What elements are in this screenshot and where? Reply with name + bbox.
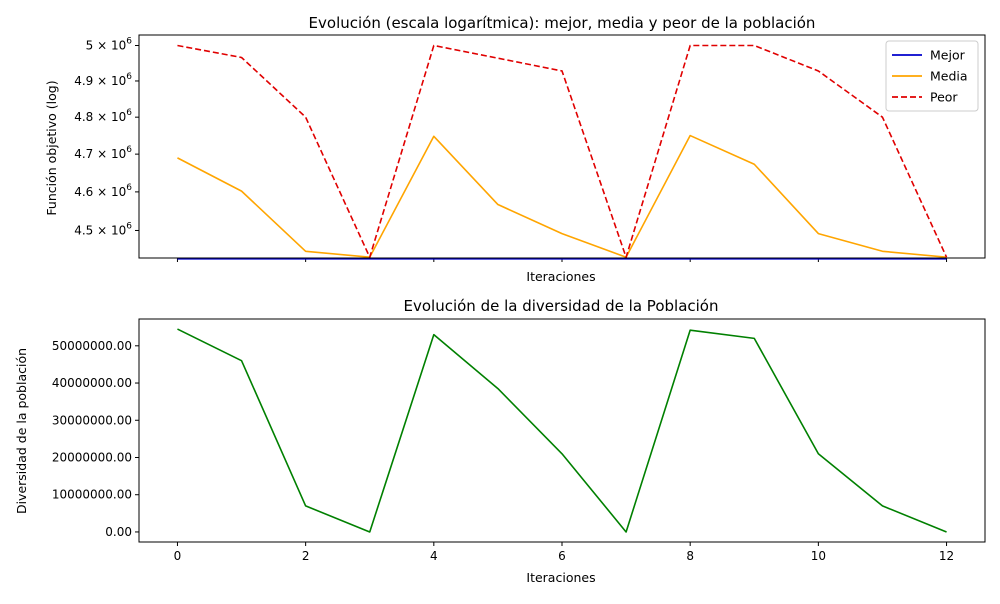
- bottom-ytick-label: 0.00: [105, 525, 132, 539]
- bottom-chart-xlabel: Iteraciones: [526, 570, 595, 585]
- bottom-chart-plot: 0 2 4 6 8 10 12 0.00 10000000.00 20000000.00 30000…: [52, 318, 986, 563]
- top-axes-frame: [138, 34, 986, 259]
- top-chart-ylabel: Función objetivo (log): [44, 80, 59, 215]
- legend-label-media: Media: [930, 69, 968, 84]
- bottom-ytick-label: 30000000.00: [52, 413, 132, 427]
- bottom-xtick-label: 12: [939, 549, 954, 563]
- bottom-ytick-label: 40000000.00: [52, 376, 132, 390]
- top-chart-title: Evolución (escala logarítmica): mejor, m…: [309, 14, 816, 32]
- top-ytick-label: 4.8 × 106: [74, 108, 132, 124]
- top-series-media-line: [177, 134, 947, 259]
- top-ytick-label: 4.5 × 106: [74, 221, 132, 237]
- top-series-peor-line: [177, 44, 948, 259]
- top-chart-plot: 4.5 × 106 4.6 × 106 4.7 × 106 4.8 × 106 4.9 …: [74, 34, 986, 262]
- legend: Mejor Media Peor: [885, 40, 979, 112]
- legend-box: [885, 40, 979, 112]
- top-ytick-label: 4.7 × 106: [74, 145, 132, 161]
- bottom-xtick-label: 4: [430, 549, 438, 563]
- bottom-chart-ylabel: Diversidad de la población: [14, 348, 29, 514]
- bottom-axes-frame: [138, 318, 986, 543]
- bottom-xtick-label: 8: [686, 549, 694, 563]
- legend-label-mejor: Mejor: [930, 48, 966, 63]
- bottom-ytick-label: 50000000.00: [52, 339, 132, 353]
- bottom-series-diversidad-line: [177, 328, 947, 533]
- legend-label-peor: Peor: [930, 90, 958, 105]
- top-ytick-label: 4.9 × 106: [74, 72, 132, 88]
- bottom-ytick-label: 10000000.00: [52, 488, 132, 502]
- bottom-xtick-label: 10: [811, 549, 826, 563]
- top-ytick-label: 4.6 × 106: [74, 183, 132, 199]
- top-ytick-label: 5 × 106: [86, 37, 133, 53]
- bottom-xtick-label: 6: [558, 549, 566, 563]
- bottom-xtick-label: 2: [302, 549, 310, 563]
- bottom-chart-title: Evolución de la diversidad de la Poblaci…: [404, 297, 719, 315]
- bottom-xtick-label: 0: [174, 549, 182, 563]
- bottom-ytick-label: 20000000.00: [52, 450, 132, 464]
- top-chart-xlabel: Iteraciones: [526, 269, 595, 284]
